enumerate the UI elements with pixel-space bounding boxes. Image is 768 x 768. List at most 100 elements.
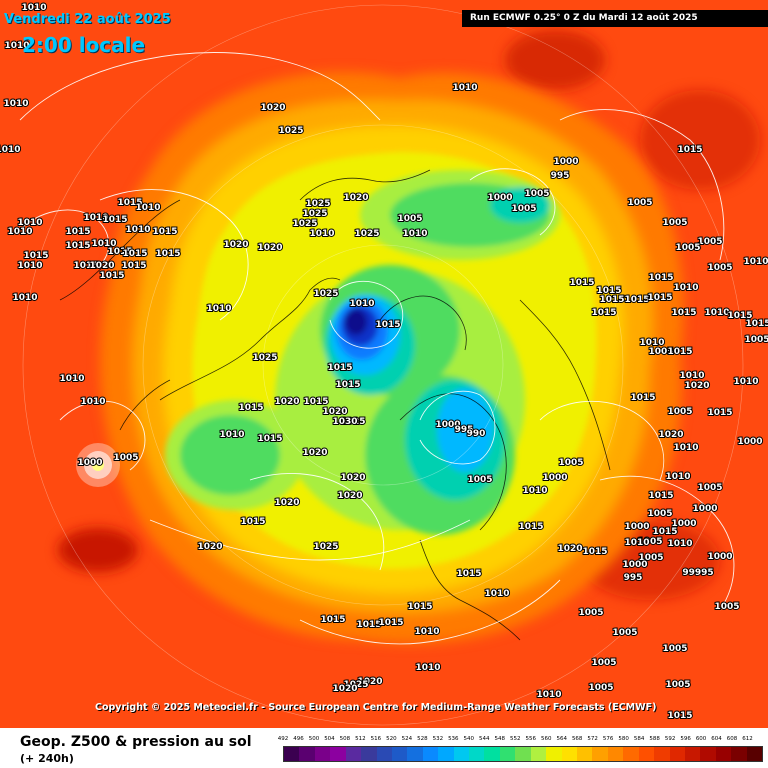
color-scale-swatch <box>407 747 423 761</box>
isobar-label: 1010 <box>349 299 374 309</box>
color-scale-tick: 584 <box>633 736 645 742</box>
isobar-label: 1015 <box>152 227 177 237</box>
isobar-label: 1015 <box>745 319 768 329</box>
isobar-label: 1015 <box>596 286 621 296</box>
isobar-label: 1015 <box>671 308 696 318</box>
isobar-label: 1015 <box>117 198 142 208</box>
isobar-label: 1015 <box>356 620 381 630</box>
isobar-label: 1015 <box>257 434 282 444</box>
isobar-label: 1020 <box>302 448 327 458</box>
isobar-label: 1010 <box>667 539 692 549</box>
isobar-label: 1015 <box>155 249 180 259</box>
isobar-label: 1010 <box>7 227 32 237</box>
isobar-label: 1005 <box>578 608 603 618</box>
color-scale-swatch <box>623 747 639 761</box>
isobar-label: 1005 <box>667 407 692 417</box>
isobar-label: 995 <box>624 573 643 583</box>
isobar-label: 1025 <box>292 219 317 229</box>
color-scale-swatch <box>499 747 516 761</box>
color-scale-tick: 552 <box>510 736 521 742</box>
isobar-label: 1015 <box>240 517 265 527</box>
isobar-label: 1010 <box>679 371 704 381</box>
isobar-label: 1010 <box>624 538 649 548</box>
color-scale-swatch <box>638 747 655 761</box>
color-scale-tick: 568 <box>571 736 583 742</box>
isobar-label: 1000 <box>487 193 512 203</box>
isobar-label: 1000 <box>707 552 732 562</box>
isobar-label: 1005 <box>697 237 722 247</box>
isobar-label: 1010 <box>135 203 160 213</box>
color-scale-swatch <box>669 747 685 761</box>
isobar-label: 1000 <box>671 519 696 529</box>
isobar-label: 1015 <box>648 273 673 283</box>
color-scale-tick: 564 <box>556 736 567 742</box>
isobar-label: 1015 <box>652 527 677 537</box>
isobar-label: 1025 <box>343 680 368 690</box>
isobar-label: 1015 <box>102 215 127 225</box>
isobar-label: 1000 <box>542 473 567 483</box>
isobars <box>19 52 735 645</box>
color-scale-swatch <box>453 747 470 761</box>
color-scale-tick: 556 <box>525 736 536 742</box>
isobar-label: 1010 <box>91 239 116 249</box>
isobar-label: 1015 <box>122 249 147 259</box>
color-scale-swatch <box>438 747 454 761</box>
copyright-notice: Copyright © 2025 Meteociel.fr - Source E… <box>95 702 657 713</box>
isobar-label: 1000 <box>624 522 649 532</box>
isobar-label: 1000 <box>553 157 578 167</box>
isobar-label: 1015 <box>107 247 132 257</box>
isobar-label: 99995 <box>682 568 713 578</box>
color-scale-tick: 516 <box>370 736 382 742</box>
tropical-cyclone <box>76 443 120 487</box>
isobar-label: 1020 <box>343 193 368 203</box>
color-scale-tick: 540 <box>463 736 475 742</box>
isobar-label: 1010 <box>665 472 690 482</box>
isobar-label: 1025 <box>252 353 277 363</box>
color-scale-tick: 492 <box>277 736 289 742</box>
isobar-label: 1025 <box>305 199 330 209</box>
isobar-label: 1005 <box>638 553 663 563</box>
isobar-label: 1010 <box>484 589 509 599</box>
isobar-label: 1010 <box>309 229 334 239</box>
color-scale-tick: 588 <box>649 736 660 742</box>
color-scale-swatch <box>469 747 485 761</box>
color-scale-tick: 580 <box>618 736 629 742</box>
color-scale-tick: 604 <box>711 736 722 742</box>
isobar-label: 1005 <box>524 189 549 199</box>
isobar-label: 1015 <box>375 320 400 330</box>
color-scale-tick: 500 <box>308 736 320 742</box>
isobar-label: 1000 <box>435 420 460 430</box>
color-scale-swatch <box>654 747 670 761</box>
isobar-label: 1020 <box>557 544 582 554</box>
isobar-label: 1015 <box>518 522 543 532</box>
isobar-label: 1010 <box>536 690 561 700</box>
color-scale-tick: 504 <box>324 736 335 742</box>
z500-patch-darkred-ne <box>640 90 760 190</box>
isobar-label: 1015 <box>335 380 360 390</box>
color-scale-swatch <box>592 747 608 761</box>
color-scale-swatch <box>700 747 716 761</box>
isobar-label: 1015 <box>73 261 98 271</box>
isobar-label: 1020 <box>332 684 357 694</box>
color-scale-swatch <box>731 747 747 761</box>
isobar-label: 1000 <box>77 458 102 468</box>
coastlines <box>59 169 611 641</box>
isobar-label: 1005 <box>612 628 637 638</box>
z500-patch-darkred-nw <box>505 30 605 90</box>
color-scale-swatch <box>715 747 732 761</box>
color-scale-tick: 560 <box>540 736 552 742</box>
color-scale-swatch <box>361 747 377 761</box>
isobar-label: 1005 <box>511 204 536 214</box>
isobar-label: 1020 <box>257 243 282 253</box>
isobar-label: 1015 <box>667 347 692 357</box>
isobar-label: 1010 <box>415 663 440 673</box>
isobar-label: 1005 <box>662 644 687 654</box>
z500-patch-darkred-pacific <box>58 528 138 572</box>
isobar-label: 1015 <box>23 251 48 261</box>
legend-title: Geop. Z500 & pression au sol <box>20 734 252 750</box>
legend-subtitle: (+ 240h) <box>20 752 74 765</box>
isobar-label: 1005 <box>707 263 732 273</box>
color-scale-tick: 520 <box>386 736 397 742</box>
isobar-label: 1015 <box>707 408 732 418</box>
isobar-label: 1010 <box>59 374 84 384</box>
